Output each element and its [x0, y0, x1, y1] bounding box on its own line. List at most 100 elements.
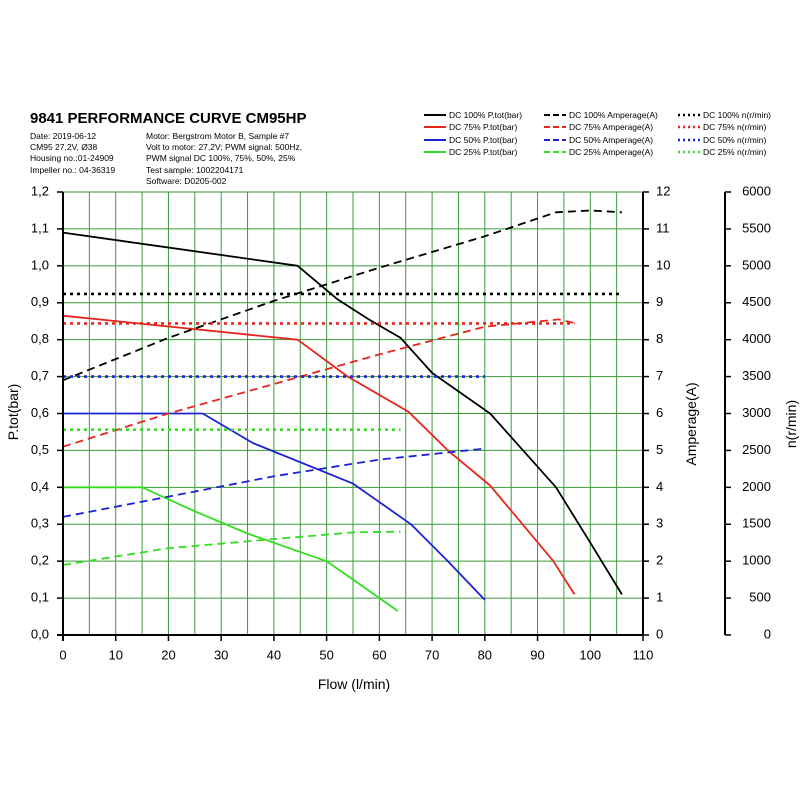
legend-swatch [424, 126, 446, 129]
y3-tick-label: 0 [764, 626, 771, 641]
x-tick-label: 0 [59, 647, 66, 662]
series-line [63, 412, 486, 601]
x-axis-label: Flow (l/min) [318, 676, 390, 692]
y3-tick-label: 2500 [742, 442, 771, 457]
tick-labels: 0 10 20 30 40 50 60 70 80 90 100 1100,00,10,20,30,4… [31, 183, 771, 662]
housing-number: Housing no.:01-24909 [30, 153, 114, 164]
y2-tick-label: 5 [656, 442, 663, 457]
x-tick-label: 80 [478, 647, 492, 662]
legend-swatch [678, 126, 700, 129]
y2-axis-label: Amperage(A) [683, 382, 699, 465]
series-line [62, 318, 575, 448]
series-line [62, 530, 401, 566]
y-tick-label: 1,0 [31, 257, 49, 272]
y-tick-label: 0,3 [31, 516, 49, 531]
y2-tick-label: 8 [656, 331, 663, 346]
series-layer [62, 209, 623, 612]
software-version: Software: D0205-002 [146, 175, 227, 186]
y3-axis-label: n(r/min) [783, 400, 799, 448]
y-tick-label: 0,9 [31, 294, 49, 309]
test-info-right: Motor: Bergstrom Motor B, Sample #7 Volt… [146, 131, 302, 187]
y3-tick-label: 6000 [742, 183, 771, 198]
legend-pressure: DC 100% P.tot(bar) DC 75% P.tot(bar) DC 50… [424, 109, 522, 158]
y2-tick-label: 4 [656, 479, 663, 494]
y3-tick-label: 4500 [742, 294, 771, 309]
legend-speed: DC 100% n(r/min) DC 75% n(r/min) DC 50% n(… [678, 109, 771, 158]
legend-item: DC 75% n(r/min) [678, 121, 771, 133]
legend-item: DC 100% P.tot(bar) [424, 109, 522, 121]
y-tick-label: 0,4 [31, 479, 49, 494]
y3-tick-label: 5000 [742, 257, 771, 272]
legend-swatch [544, 114, 566, 117]
legend-label: DC 100% Amperage(A) [569, 110, 658, 120]
y3-tick-label: 4000 [742, 331, 771, 346]
legend-swatch [544, 151, 566, 154]
legend-swatch [678, 113, 700, 117]
x-tick-label: 50 [319, 647, 333, 662]
chart-title: 9841 PERFORMANCE CURVE CM95HP [30, 110, 307, 127]
y-axis-label: P.tot(bar) [5, 384, 21, 441]
series-line [62, 209, 622, 382]
series-line [62, 447, 485, 518]
y-tick-label: 1,2 [31, 183, 49, 198]
series-line [62, 314, 576, 595]
test-info-left: Date: 2019-06-12 CM95 27,2V, Ø38 Housing… [30, 131, 115, 176]
legend-label: DC 100% P.tot(bar) [449, 110, 523, 120]
legend-label: DC 50% P.tot(bar) [449, 134, 518, 145]
voltage-info: Volt to motor: 27,2V; PWM signal: 500Hz, [146, 142, 303, 153]
y2-tick-label: 6 [656, 405, 663, 420]
y2-tick-label: 12 [656, 183, 670, 198]
y2-tick-label: 11 [656, 220, 670, 235]
y-tick-label: 0,7 [31, 368, 49, 383]
x-tick-label: 100 [579, 647, 601, 662]
x-tick-label: 70 [425, 647, 439, 662]
y-tick-label: 0,2 [31, 553, 49, 568]
y-tick-label: 0,6 [31, 405, 49, 420]
x-tick-label: 40 [267, 647, 281, 662]
legend-label: DC 75% Amperage(A) [569, 122, 654, 133]
y3-tick-label: 1000 [742, 553, 771, 568]
legend-label: DC 50% n(r/min) [703, 134, 767, 145]
legend-label: DC 75% n(r/min) [703, 122, 767, 133]
legend-item: DC 25% Amperage(A) [544, 146, 658, 158]
y2-tick-label: 7 [656, 368, 663, 383]
legend-swatch [424, 138, 446, 141]
legend-swatch [424, 151, 446, 154]
y-tick-label: 0,5 [31, 442, 49, 457]
y3-tick-label: 3000 [742, 405, 771, 420]
legend-label: DC 100% n(r/min) [703, 110, 772, 120]
y3-tick-label: 5500 [742, 220, 771, 235]
y-tick-label: 0,1 [31, 590, 49, 605]
axes [57, 191, 731, 641]
y2-tick-label: 9 [656, 294, 663, 309]
x-tick-label: 60 [372, 647, 386, 662]
legend-swatch [544, 126, 566, 129]
pump-model: CM95 27,2V, Ø38 [30, 142, 98, 153]
y3-tick-label: 3500 [742, 368, 771, 383]
y2-tick-label: 1 [656, 590, 663, 605]
legend-item: DC 100% n(r/min) [678, 109, 771, 121]
test-sample: Test sample: 1002204171 [146, 164, 244, 175]
y2-tick-label: 0 [656, 626, 663, 641]
x-tick-label: 90 [530, 647, 544, 662]
x-tick-label: 30 [214, 647, 228, 662]
legend-swatch [424, 114, 446, 117]
legend-item: DC 25% n(r/min) [678, 146, 771, 158]
legend-item: DC 50% Amperage(A) [544, 134, 658, 146]
x-tick-label: 110 [633, 647, 654, 662]
motor-info: Motor: Bergstrom Motor B, Sample #7 [146, 131, 290, 141]
legend-item: DC 75% Amperage(A) [544, 121, 658, 133]
legend-swatch [544, 138, 566, 141]
series-line [62, 231, 623, 595]
y3-tick-label: 2000 [742, 479, 771, 494]
legend-swatch [678, 150, 700, 154]
x-tick-label: 10 [108, 647, 122, 662]
pwm-info: PWM signal DC 100%, 75%, 50%, 25% [146, 153, 296, 164]
legend-item: DC 50% n(r/min) [678, 134, 771, 146]
legend-swatch [678, 138, 700, 141]
series-line [63, 486, 399, 612]
legend-item: DC 50% P.tot(bar) [424, 134, 522, 146]
legend-item: DC 75% P.tot(bar) [424, 121, 522, 133]
y-tick-label: 0,0 [31, 626, 49, 641]
